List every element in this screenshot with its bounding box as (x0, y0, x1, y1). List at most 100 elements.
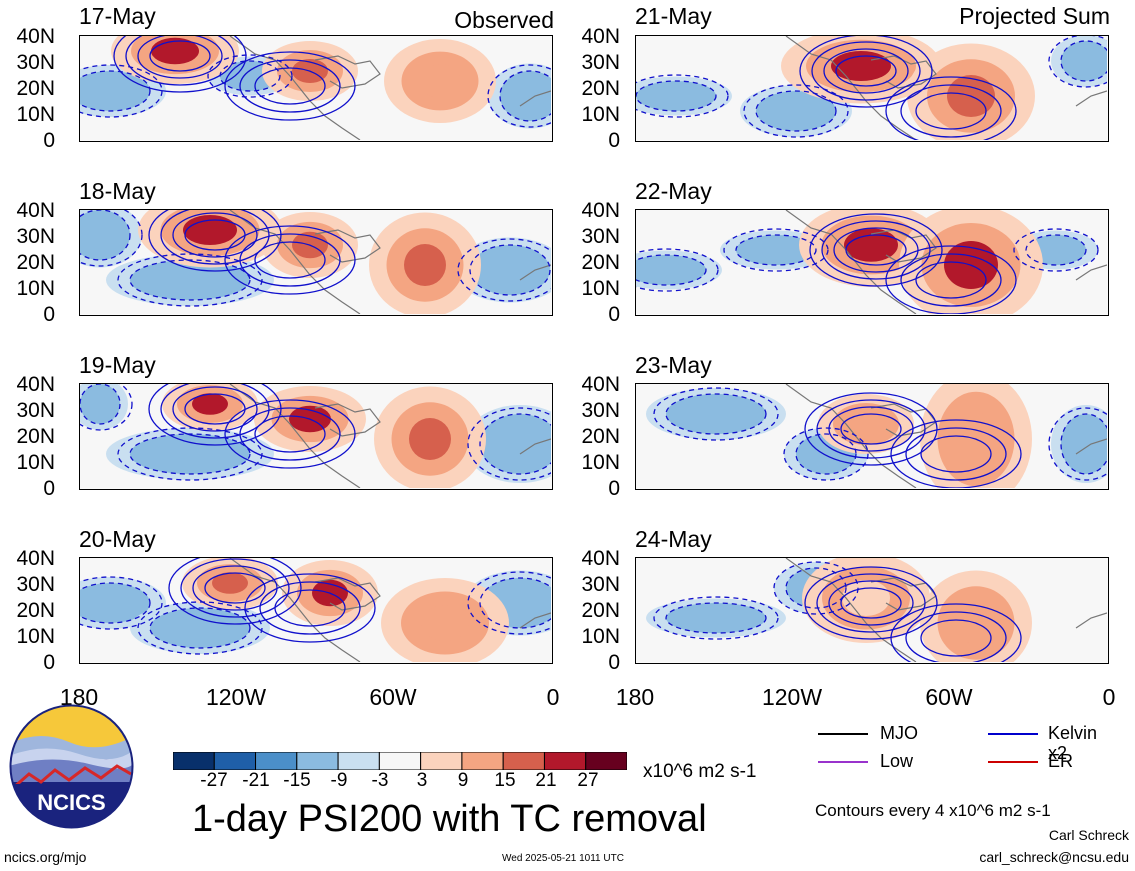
legend-swatch-kelvin (988, 733, 1038, 735)
lat-tick-label: 30N (581, 51, 620, 74)
colorbar-label: -21 (242, 770, 270, 791)
map-panel-24-may (635, 557, 1109, 664)
lat-tick-label: 20N (16, 599, 55, 622)
legend-swatch-mjo (818, 733, 868, 735)
lat-tick-label: 20N (581, 599, 620, 622)
legend-label-mjo: MJO (880, 723, 918, 743)
colorbar-swatch (543, 751, 587, 771)
lat-tick-label: 30N (581, 399, 620, 422)
lat-tick-label: 30N (16, 573, 55, 596)
legend-label-kelvin: Kelvin x2 (1048, 723, 1098, 763)
lon-tick-label: 0 (546, 684, 560, 710)
lon-tick-label: 60W (369, 684, 417, 710)
lat-tick-label: 10N (16, 103, 55, 126)
lat-tick-label: 0 (43, 303, 55, 326)
panel-date-label: 17-May (79, 3, 156, 29)
column-title-projected: Projected Sum (959, 3, 1110, 29)
colorbar-swatch (255, 751, 298, 771)
panel-date-label: 20-May (79, 526, 156, 552)
colorbar-swatch (172, 751, 215, 771)
lon-tick-label: 120W (761, 684, 823, 710)
colorbar-swatch (296, 751, 339, 771)
colorbar-swatch (337, 751, 380, 771)
lon-tick-label: 0 (1102, 684, 1116, 710)
panel-date-label: 21-May (635, 3, 712, 29)
lat-tick-label: 0 (608, 129, 620, 152)
wave-legend: MJO Kelvin x2 Low ER (818, 723, 1118, 773)
lon-tick-label: 120W (205, 684, 267, 710)
panel-date-label: 24-May (635, 526, 712, 552)
legend-label-er: ER (1048, 751, 1074, 771)
lat-tick-label: 40N (16, 25, 55, 48)
lat-tick-label: 40N (581, 547, 620, 570)
lat-tick-label: 0 (43, 477, 55, 500)
lat-tick-label: 20N (581, 425, 620, 448)
map-panel-19-may (79, 383, 553, 490)
lat-tick-label: 10N (16, 625, 55, 648)
credit-email: carl_schreck@ncsu.edu (979, 849, 1129, 865)
colorbar-label: 21 (535, 770, 557, 791)
colorbar-label: -9 (330, 770, 348, 791)
colorbar-labels: -27 -21 -15 -9 -3 3 9 15 21 27 (194, 771, 614, 793)
panel-date-label: 19-May (79, 352, 156, 378)
lat-tick-label: 40N (581, 373, 620, 396)
ncics-logo: NCICS (9, 704, 134, 829)
legend-swatch-low (818, 761, 868, 763)
source-url[interactable]: ncics.org/mjo (4, 849, 87, 865)
colorbar-swatch (213, 751, 257, 771)
lat-tick-label: 40N (581, 25, 620, 48)
colorbar-swatch (420, 751, 463, 771)
map-panel-21-may (635, 35, 1109, 142)
colorbar-label: 15 (494, 770, 516, 791)
lat-tick-label: 20N (16, 425, 55, 448)
lat-tick-label: 30N (16, 225, 55, 248)
column-title-observed: Observed (454, 7, 554, 33)
legend-swatch-er (988, 761, 1038, 763)
colorbar-label: -15 (283, 770, 311, 791)
colorbar-swatch (585, 751, 628, 771)
map-panel-20-may (79, 557, 553, 664)
lat-tick-label: 10N (16, 451, 55, 474)
panel-date-label: 23-May (635, 352, 712, 378)
lat-tick-label: 10N (581, 103, 620, 126)
figure-title: 1-day PSI200 with TC removal (192, 798, 707, 840)
lat-tick-label: 40N (16, 547, 55, 570)
lat-tick-label: 10N (581, 451, 620, 474)
lat-tick-label: 20N (581, 251, 620, 274)
lat-tick-label: 20N (581, 77, 620, 100)
colorbar-swatch (378, 751, 422, 771)
contour-note: Contours every 4 x10^6 m2 s-1 (815, 801, 1051, 820)
lat-tick-label: 10N (581, 277, 620, 300)
colorbar-label: 3 (416, 770, 428, 791)
lat-tick-label: 30N (581, 573, 620, 596)
timestamp: Wed 2025-05-21 1011 UTC (502, 853, 624, 864)
lat-tick-label: 30N (16, 51, 55, 74)
lat-tick-label: 30N (581, 225, 620, 248)
lon-tick-label: 180 (615, 684, 655, 710)
panel-date-label: 22-May (635, 178, 712, 204)
lat-tick-label: 40N (581, 199, 620, 222)
colorbar-swatch (502, 751, 545, 771)
map-panel-23-may (635, 383, 1109, 490)
lat-tick-label: 0 (43, 129, 55, 152)
map-panel-22-may (635, 209, 1109, 316)
logo-text: NCICS (37, 790, 105, 815)
lat-tick-label: 0 (608, 303, 620, 326)
lat-tick-label: 30N (16, 399, 55, 422)
lat-tick-label: 10N (16, 277, 55, 300)
credit-name: Carl Schreck (1048, 827, 1129, 843)
colorbar-label: 27 (577, 770, 599, 791)
colorbar-swatch (461, 751, 504, 771)
colorbar (172, 751, 628, 771)
lat-tick-label: 20N (16, 77, 55, 100)
legend-label-low: Low (880, 751, 914, 771)
lat-tick-label: 0 (608, 477, 620, 500)
colorbar-units: x10^6 m2 s-1 (643, 761, 757, 782)
lat-tick-label: 0 (608, 651, 620, 674)
lat-tick-label: 40N (16, 373, 55, 396)
panel-date-label: 18-May (79, 178, 156, 204)
map-panel-17-may (79, 35, 553, 142)
lat-tick-label: 40N (16, 199, 55, 222)
lat-tick-label: 10N (581, 625, 620, 648)
colorbar-label: 9 (457, 770, 469, 791)
